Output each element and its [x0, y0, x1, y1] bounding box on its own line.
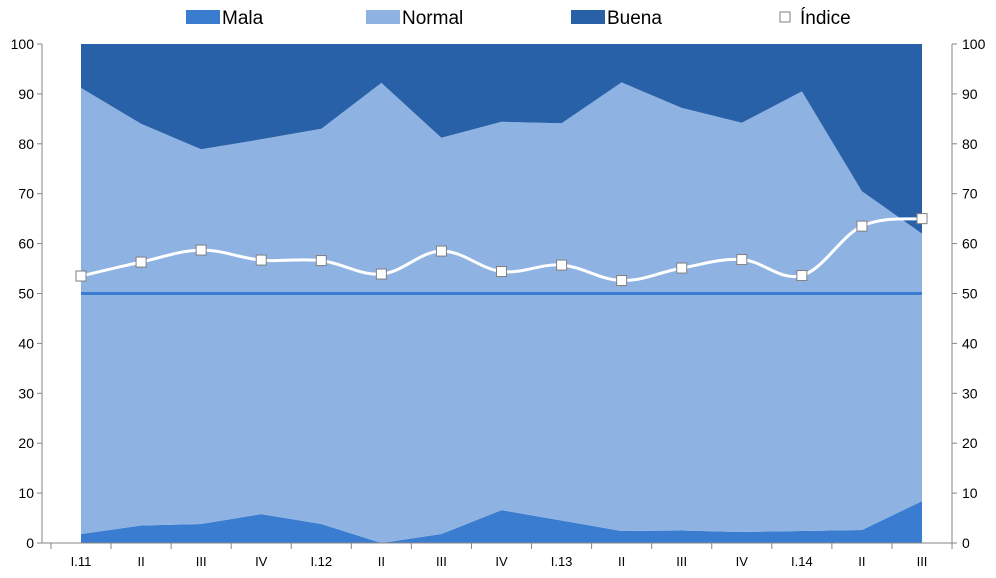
x-tick-label: IV: [495, 554, 508, 569]
indice-marker-6: [435, 245, 447, 257]
legend-swatch: [366, 10, 400, 24]
x-tick-label: IV: [736, 554, 749, 569]
legend-label: Índice: [800, 8, 851, 29]
y-tick-label-left: 60: [18, 236, 34, 252]
indice-marker-4: [315, 255, 327, 267]
y-tick-label-right: 60: [962, 236, 978, 252]
indice-marker-0: [75, 270, 87, 282]
y-tick-label-left: 80: [18, 136, 34, 152]
indice-marker-11: [736, 254, 748, 266]
y-tick-label-left: 100: [11, 36, 35, 52]
area-mala: [81, 501, 922, 543]
y-tick-label-left: 30: [18, 385, 34, 401]
legend-label: Buena: [607, 8, 662, 29]
x-tick-label: II: [378, 554, 385, 569]
x-tick-label: III: [676, 554, 687, 569]
legend-swatch-indice: [779, 11, 791, 23]
x-tick-label: II: [137, 554, 144, 569]
indice-marker-7: [496, 266, 507, 278]
indice-marker-2: [195, 244, 207, 256]
y-tick-label-right: 0: [962, 535, 970, 551]
indice-marker-3: [255, 254, 267, 266]
indice-marker-12: [796, 270, 808, 282]
y-tick-label-left: 10: [18, 485, 34, 501]
x-tick-label: IV: [255, 554, 268, 569]
x-tick-label: I.12: [310, 554, 332, 569]
y-tick-label-left: 90: [18, 86, 34, 102]
area-buena: [81, 44, 922, 234]
y-tick-label-right: 50: [962, 286, 978, 302]
indice-marker-8: [556, 259, 568, 271]
y-tick-label-right: 40: [962, 335, 978, 351]
y-tick-label-right: 10: [962, 485, 978, 501]
legend-label: Mala: [222, 8, 264, 29]
legend-background: [170, 0, 870, 32]
x-tick-label: I.11: [71, 554, 92, 569]
y-tick-label-left: 50: [18, 286, 34, 302]
indice-marker-10: [676, 262, 688, 274]
legend-swatch: [571, 10, 605, 24]
y-tick-label-left: 70: [18, 186, 34, 202]
indice-marker-5: [375, 268, 387, 280]
x-tick-label: III: [196, 554, 207, 569]
x-tick-label: III: [436, 554, 447, 569]
indice-marker-14: [916, 213, 928, 225]
area-normal: [81, 82, 922, 544]
y-tick-label-right: 100: [962, 36, 986, 52]
x-tick-label: II: [618, 554, 625, 569]
y-tick-label-left: 20: [18, 435, 34, 451]
y-tick-label-right: 20: [962, 435, 978, 451]
x-tick-label: III: [917, 554, 928, 569]
legend-label: Normal: [402, 8, 463, 29]
y-tick-label-right: 70: [962, 186, 978, 202]
indice-marker-9: [616, 275, 628, 287]
legend-swatch: [186, 10, 220, 24]
x-tick-label: I.14: [791, 554, 813, 569]
indice-marker-13: [856, 220, 868, 232]
y-tick-label-left: 40: [18, 335, 34, 351]
y-tick-label-left: 0: [26, 535, 34, 551]
y-tick-label-right: 30: [962, 385, 978, 401]
x-tick-label: II: [858, 554, 865, 569]
y-tick-label-right: 90: [962, 86, 978, 102]
y-tick-label-right: 80: [962, 136, 978, 152]
indice-marker-1: [135, 256, 147, 268]
x-tick-label: I.13: [551, 554, 573, 569]
